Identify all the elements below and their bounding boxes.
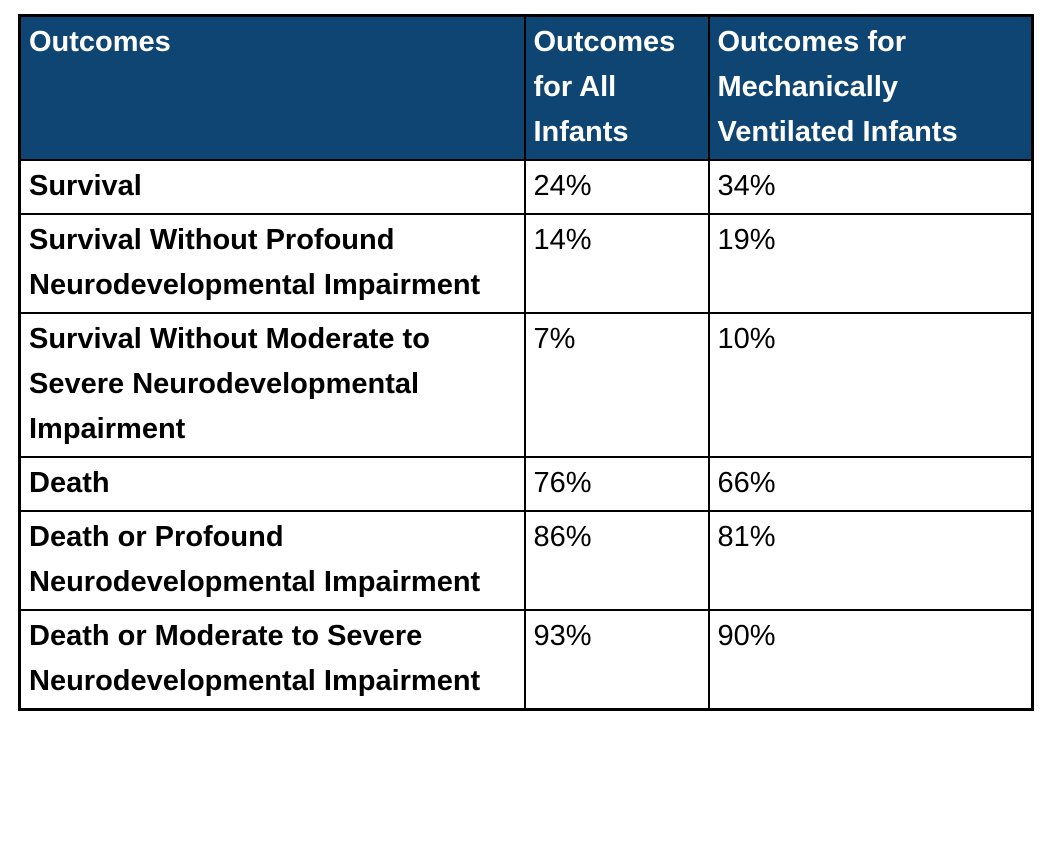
table-row-death-or-moderate-severe-ndi: Death or Moderate to Severe Neurodevelop… <box>18 609 1034 711</box>
row-label-cell: Death or Moderate to Severe Neurodevelop… <box>18 609 526 711</box>
value-cell-ventilated-infants: 81% <box>707 510 1034 611</box>
value-cell-all-infants: 24% <box>523 159 710 215</box>
value-cell-all-infants: 7% <box>523 312 710 458</box>
table-row-survival: Survival 24% 34% <box>18 159 1034 215</box>
column-header-outcomes: Outcomes <box>18 14 526 161</box>
row-label-cell: Survival Without Moderate to Severe Neur… <box>18 312 526 458</box>
value-cell-ventilated-infants: 10% <box>707 312 1034 458</box>
table-header-row: Outcomes Outcomes for All Infants Outcom… <box>18 14 1034 161</box>
table-row-survival-without-profound-ndi: Survival Without Profound Neurodevelopme… <box>18 213 1034 314</box>
table-row-death-or-profound-ndi: Death or Profound Neurodevelopmental Imp… <box>18 510 1034 611</box>
value-cell-ventilated-infants: 34% <box>707 159 1034 215</box>
outcomes-table: Outcomes Outcomes for All Infants Outcom… <box>18 14 1034 711</box>
value-cell-all-infants: 14% <box>523 213 710 314</box>
table-row-death: Death 76% 66% <box>18 456 1034 512</box>
row-label-cell: Survival Without Profound Neurodevelopme… <box>18 213 526 314</box>
outcomes-table-container: Outcomes Outcomes for All Infants Outcom… <box>18 14 1034 711</box>
value-cell-all-infants: 86% <box>523 510 710 611</box>
value-cell-all-infants: 93% <box>523 609 710 711</box>
value-cell-ventilated-infants: 19% <box>707 213 1034 314</box>
column-header-ventilated-infants: Outcomes for Mechanically Ventilated Inf… <box>707 14 1034 161</box>
row-label-cell: Survival <box>18 159 526 215</box>
table-row-survival-without-moderate-severe-ndi: Survival Without Moderate to Severe Neur… <box>18 312 1034 458</box>
row-label-cell: Death or Profound Neurodevelopmental Imp… <box>18 510 526 611</box>
value-cell-ventilated-infants: 90% <box>707 609 1034 711</box>
row-label-cell: Death <box>18 456 526 512</box>
value-cell-ventilated-infants: 66% <box>707 456 1034 512</box>
value-cell-all-infants: 76% <box>523 456 710 512</box>
column-header-all-infants: Outcomes for All Infants <box>523 14 710 161</box>
